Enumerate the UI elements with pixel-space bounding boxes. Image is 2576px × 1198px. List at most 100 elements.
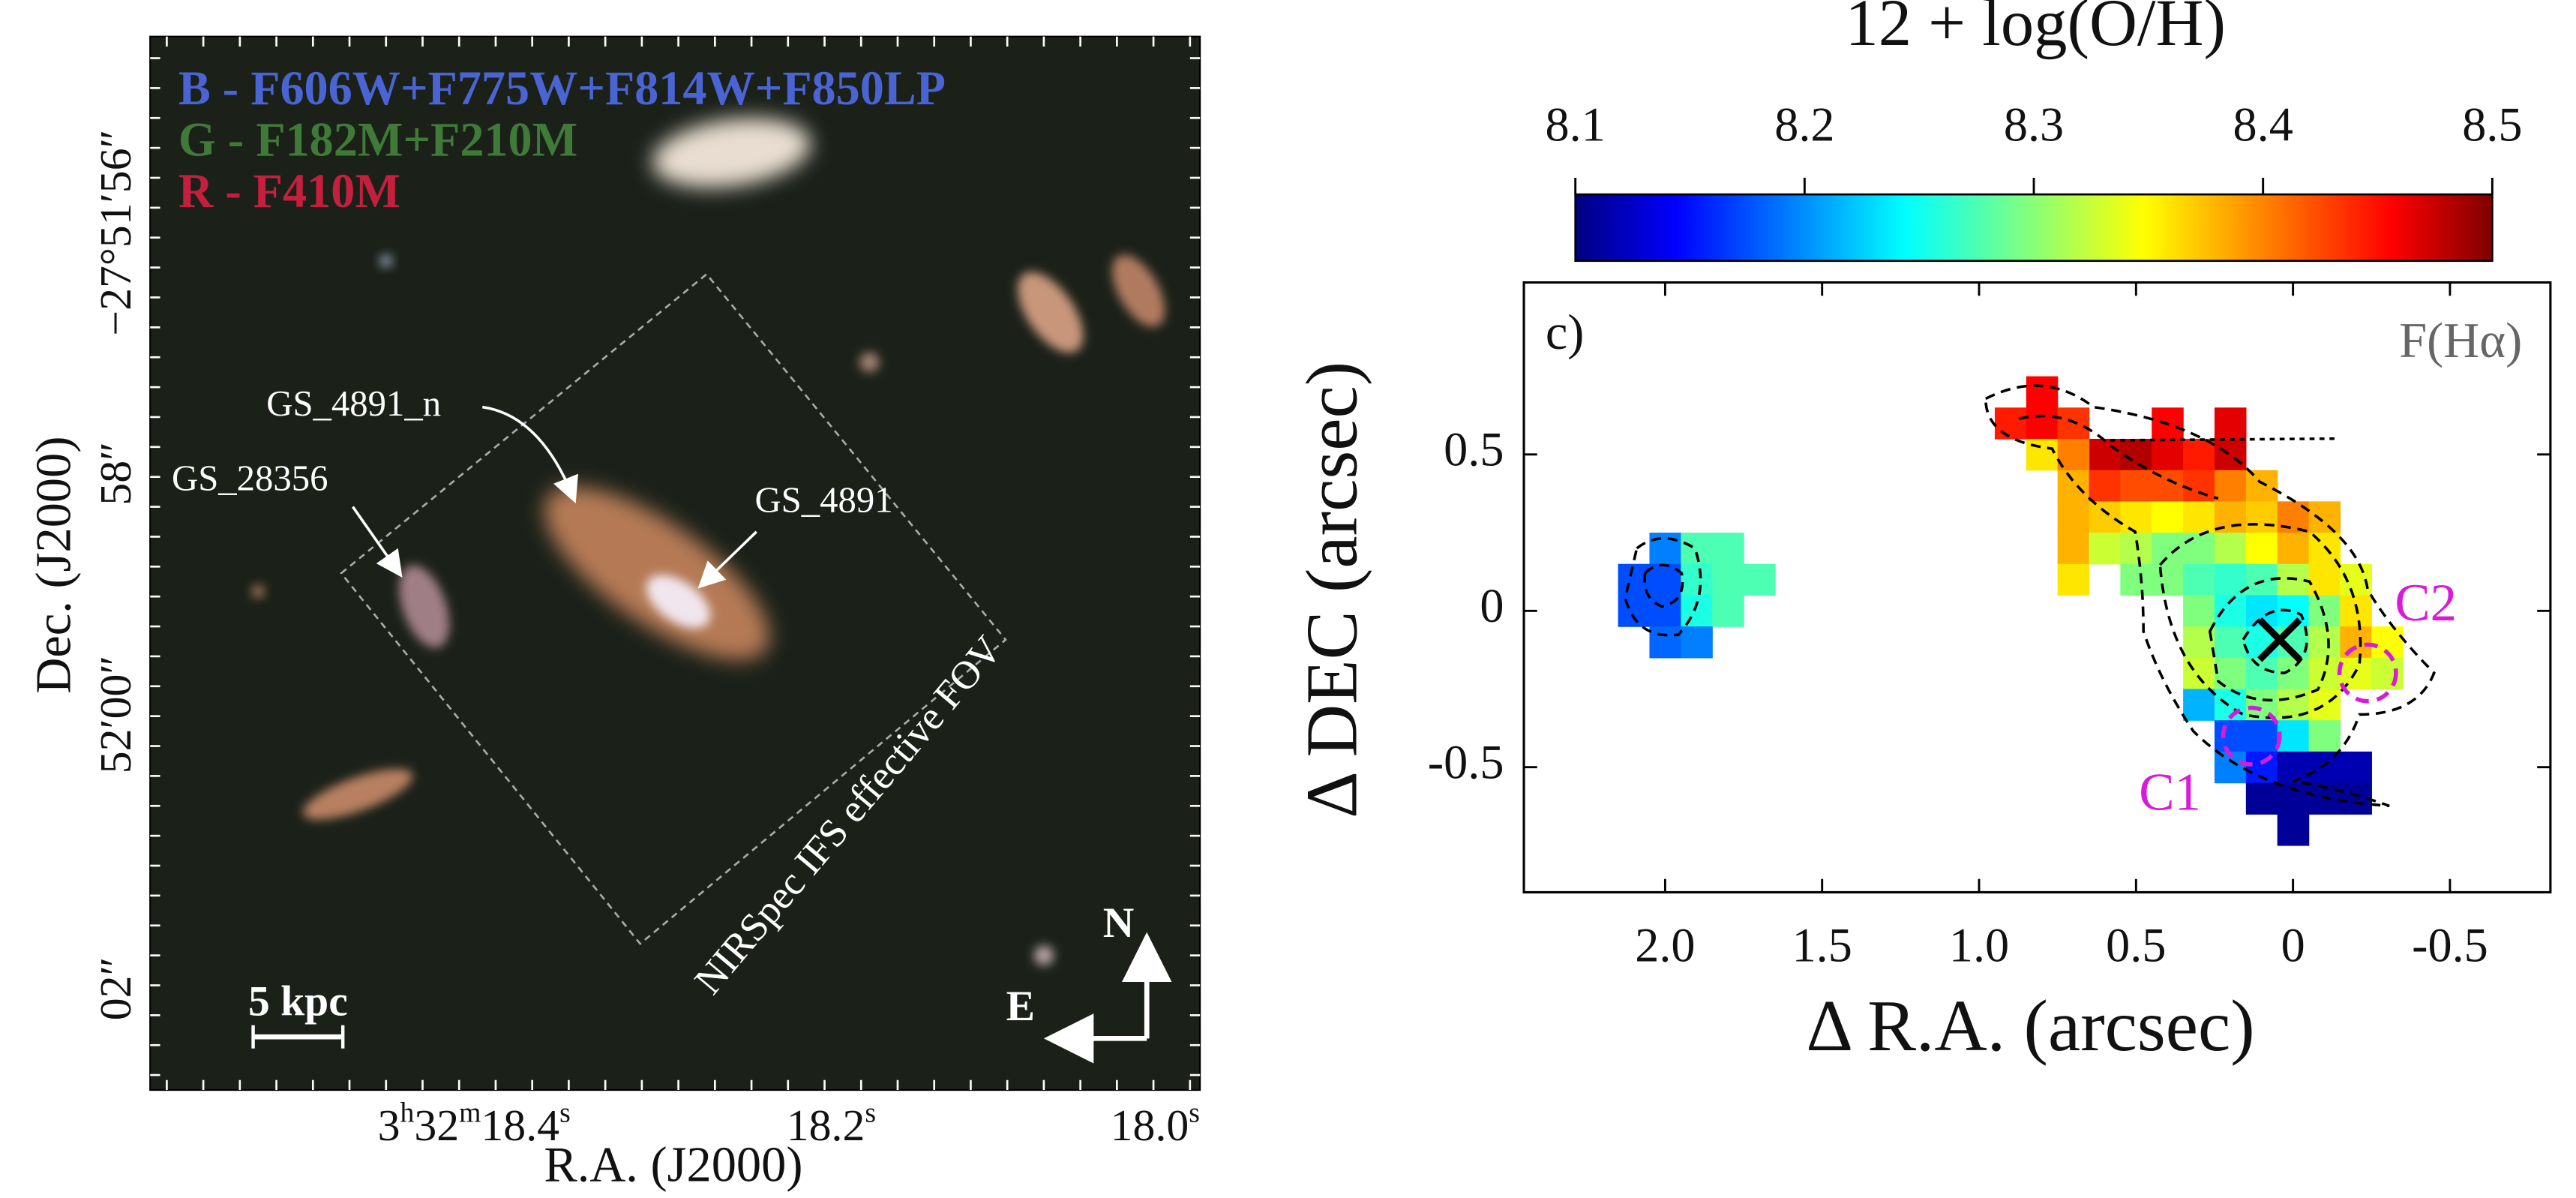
- axes-frame: [1522, 281, 2552, 893]
- y-axis-label: Δ DEC (arcsec): [1292, 362, 1373, 818]
- legend-entry: B - F606W+F775W+F814W+F850LP: [178, 62, 946, 115]
- map-cell: [2183, 595, 2215, 627]
- x-tick-label-part: 3: [378, 1100, 400, 1150]
- x-axis-label: Δ R.A. (arcsec): [1806, 986, 2254, 1067]
- map-cell: [1681, 626, 1713, 659]
- contours: [1624, 384, 2436, 808]
- map-cell: [2245, 501, 2278, 533]
- map-cell: [2152, 438, 2184, 471]
- map-cell: [2152, 563, 2184, 596]
- arrow: [697, 530, 757, 589]
- map-cell: [2026, 407, 2059, 440]
- map-cell: [2214, 470, 2247, 503]
- map-cell: [2245, 657, 2278, 690]
- map-cell: [2214, 626, 2247, 659]
- map-cell: [2245, 533, 2278, 565]
- map-cell: [2057, 501, 2090, 533]
- y-tick-label: 52′00″: [91, 656, 140, 774]
- clump-label: C1: [2139, 763, 2201, 821]
- map-cell: [2308, 689, 2341, 721]
- x-tick-label-part: 18.2: [787, 1100, 865, 1150]
- map-cell: [2308, 563, 2341, 596]
- x-tick-label: -0.5: [2412, 919, 2488, 972]
- map-cell: [2183, 470, 2215, 503]
- map-cell: [2308, 626, 2341, 659]
- map-cell: [2308, 501, 2341, 533]
- map-panel: 12 + log(O/H) 2.0 1.5 1.0 0.5 0 -0.50.50-0.5 …: [1292, 0, 2552, 1067]
- map-cell: [2340, 751, 2372, 784]
- x-tick-label: 1.5: [1792, 919, 1852, 972]
- x-tick-label-part: 32: [414, 1100, 459, 1150]
- map-cell: [2340, 563, 2372, 596]
- y-tick-label: 0.5: [1444, 423, 1504, 476]
- x-tick-label-part: 18.0: [1111, 1100, 1189, 1150]
- image-frame: [149, 35, 1201, 1091]
- map-cell: [2245, 782, 2278, 815]
- x-tick-label-part: s: [1189, 1097, 1200, 1128]
- map-cell: [2120, 470, 2152, 503]
- map-cell: [2057, 470, 2090, 503]
- center-marker: [2257, 617, 2302, 662]
- axis-ticks: 2.0 1.5 1.0 0.5 0 -0.5 0.5 0 -0.5: [1428, 282, 2551, 972]
- map-cell: [1649, 533, 1681, 565]
- clump-circle: [2221, 705, 2282, 767]
- map-cell: [2183, 563, 2215, 596]
- map-cell: [2277, 814, 2310, 846]
- map-cell: [1618, 595, 1651, 627]
- x-tick-label: 3h32m18.4s: [378, 1097, 571, 1150]
- map-cell: [2245, 720, 2278, 752]
- map-cell: [2089, 501, 2122, 533]
- x-tick-label: 0: [2281, 919, 2305, 972]
- map-cell: [2245, 470, 2278, 503]
- image-panel: GS_4891_n GS_28356 GS_4891 NIRSpec IFS e…: [27, 35, 1201, 1193]
- map-cell: [1649, 626, 1681, 659]
- map-cell: [2057, 563, 2090, 596]
- x-axis-label: R.A. (J2000): [544, 1138, 802, 1193]
- map-cell: [2277, 533, 2310, 565]
- x-tick-label: 18.0s: [1111, 1097, 1200, 1150]
- map-cell: [2120, 563, 2152, 596]
- map-cell: [2183, 438, 2215, 471]
- y-tick-label: 0: [1480, 579, 1504, 632]
- map-cell: [2308, 720, 2341, 752]
- map-cell: [2277, 751, 2310, 784]
- x-tick-label-part: s: [559, 1097, 571, 1128]
- annotation: F(Hα): [2399, 314, 2522, 368]
- map-cell: [2183, 533, 2215, 565]
- y-tick-label: −27°51′56″: [91, 130, 140, 336]
- map-cell: [2057, 407, 2090, 440]
- x-tick-label-part: h: [400, 1097, 415, 1128]
- galaxy-label: GS_4891_n: [266, 383, 441, 424]
- map-cell: [2214, 720, 2247, 752]
- map-cell: [1712, 563, 1744, 596]
- map-cell: [2277, 720, 2310, 752]
- galaxies: [251, 118, 1165, 965]
- map-cell: [2026, 376, 2059, 408]
- galaxy-label: GS_28356: [172, 458, 328, 499]
- panel-label: c): [1546, 305, 1585, 360]
- legend-entry: G - F182M+F210M: [178, 113, 577, 166]
- map-cell: [1681, 563, 1713, 596]
- arrow: [352, 506, 403, 578]
- map-cell: [1712, 533, 1744, 565]
- map-cell: [2214, 407, 2247, 440]
- compass-label: E: [1006, 983, 1035, 1030]
- map-cell: [2214, 533, 2247, 565]
- frame-ticks: [150, 36, 1201, 1091]
- clump-circle: [2337, 642, 2398, 704]
- fov-box: [340, 272, 1007, 945]
- y-tick-label: -0.5: [1428, 735, 1504, 788]
- map-cell: [2214, 657, 2247, 690]
- map-cell: [2089, 533, 2122, 565]
- x-tick-label: 18.2s: [787, 1097, 876, 1150]
- x-tick-label: 2.0: [1635, 919, 1695, 972]
- scale-label: 5 kpc: [248, 977, 348, 1025]
- map-cell: [1744, 563, 1776, 596]
- map-cell: [2183, 689, 2215, 721]
- map-cell: [2152, 501, 2184, 533]
- map-cell: [1712, 595, 1744, 627]
- map-cells: [1618, 376, 2404, 846]
- colorbar: [1574, 193, 2494, 263]
- colorbar-tick-label: 8.5: [2462, 98, 2522, 152]
- map-cell: [2371, 657, 2404, 690]
